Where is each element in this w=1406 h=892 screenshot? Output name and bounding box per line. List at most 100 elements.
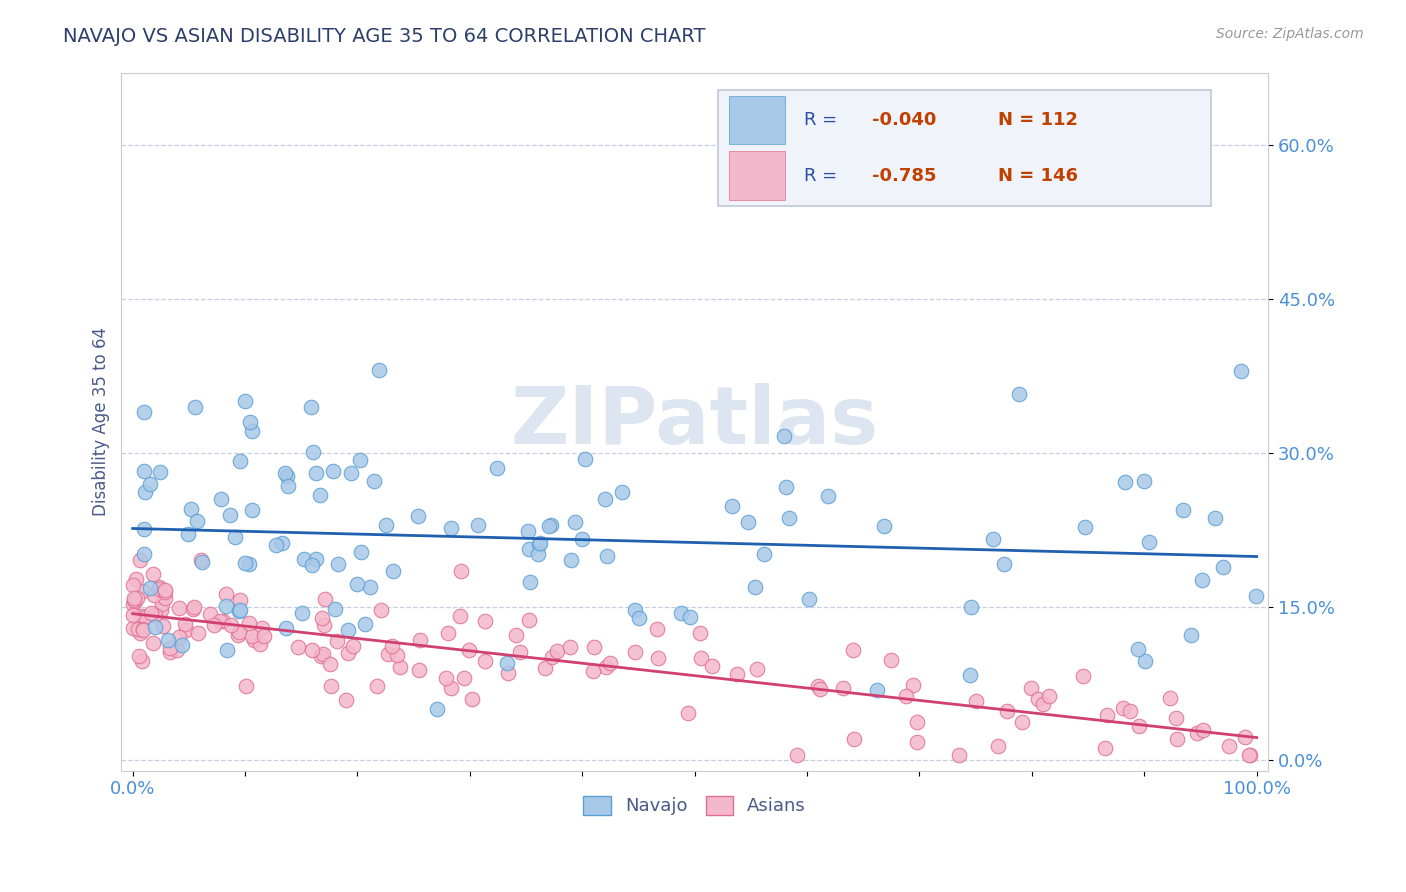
- Point: [689, 625, 711, 640]
- Point: [987, 739, 1010, 753]
- Point: [229, 454, 252, 468]
- Point: [299, 400, 322, 414]
- Point: [623, 603, 645, 617]
- Point: [624, 645, 647, 659]
- Point: [233, 394, 256, 409]
- Point: [128, 649, 150, 664]
- Point: [226, 628, 249, 642]
- Point: [312, 647, 335, 661]
- Point: [1139, 534, 1161, 549]
- Point: [529, 536, 551, 550]
- Point: [689, 651, 711, 665]
- Point: [218, 508, 240, 522]
- Point: [143, 607, 166, 622]
- Point: [305, 551, 328, 566]
- Point: [1019, 681, 1042, 696]
- Point: [366, 679, 388, 693]
- Y-axis label: Disability Age 35 to 64: Disability Age 35 to 64: [93, 327, 110, 516]
- Point: [519, 575, 541, 590]
- Point: [350, 545, 373, 559]
- Point: [808, 681, 831, 696]
- Point: [242, 424, 264, 438]
- Point: [778, 511, 800, 525]
- Point: [125, 591, 148, 606]
- Point: [319, 679, 342, 693]
- Point: [349, 453, 371, 467]
- Point: [215, 599, 238, 613]
- Point: [408, 663, 430, 677]
- Point: [903, 678, 925, 692]
- Point: [797, 592, 820, 607]
- Point: [122, 592, 145, 607]
- Point: [325, 634, 347, 648]
- Text: ZIPatlas: ZIPatlas: [510, 383, 879, 461]
- FancyBboxPatch shape: [730, 95, 785, 144]
- Point: [132, 547, 155, 561]
- Point: [346, 577, 368, 591]
- Point: [537, 518, 560, 533]
- Point: [773, 429, 796, 443]
- Point: [169, 601, 191, 615]
- Point: [880, 653, 903, 667]
- Point: [238, 615, 260, 630]
- Point: [150, 597, 173, 611]
- Point: [1218, 739, 1240, 753]
- Point: [1239, 748, 1261, 763]
- Point: [1164, 711, 1187, 725]
- Point: [274, 466, 297, 480]
- Point: [1119, 704, 1142, 718]
- Point: [1192, 723, 1215, 738]
- Point: [319, 657, 342, 671]
- Point: [983, 533, 1005, 547]
- Point: [1159, 690, 1181, 705]
- Point: [1212, 560, 1234, 574]
- Point: [679, 610, 702, 624]
- Point: [138, 582, 160, 596]
- Point: [215, 642, 238, 657]
- Point: [142, 588, 165, 602]
- Point: [571, 533, 593, 547]
- Point: [948, 748, 970, 763]
- Point: [505, 628, 527, 642]
- Point: [1230, 364, 1253, 378]
- Point: [122, 597, 145, 611]
- Point: [142, 636, 165, 650]
- Point: [309, 648, 332, 663]
- Point: [960, 599, 983, 614]
- Point: [1237, 748, 1260, 763]
- Point: [301, 445, 323, 459]
- Point: [238, 558, 260, 572]
- Point: [745, 662, 768, 676]
- Legend: Navajo, Asians: Navajo, Asians: [575, 787, 815, 824]
- Point: [676, 706, 699, 720]
- Point: [157, 633, 180, 648]
- Text: -0.785: -0.785: [872, 167, 936, 185]
- Point: [242, 633, 264, 648]
- Point: [122, 591, 145, 606]
- Point: [301, 558, 323, 573]
- Point: [1026, 692, 1049, 706]
- Point: [496, 656, 519, 670]
- Point: [754, 548, 776, 562]
- Point: [224, 530, 246, 544]
- Point: [276, 621, 298, 635]
- Point: [342, 640, 364, 654]
- Point: [1032, 697, 1054, 711]
- Point: [509, 645, 531, 659]
- Point: [725, 667, 748, 681]
- Point: [775, 480, 797, 494]
- Point: [190, 553, 212, 567]
- Point: [627, 611, 650, 625]
- Point: [831, 681, 853, 695]
- Point: [1128, 719, 1150, 733]
- Point: [426, 702, 449, 716]
- Point: [1126, 641, 1149, 656]
- Point: [229, 593, 252, 607]
- Point: [228, 625, 250, 640]
- Point: [817, 489, 839, 503]
- Point: [519, 613, 541, 627]
- Point: [1133, 655, 1156, 669]
- Point: [1094, 740, 1116, 755]
- Point: [385, 648, 408, 662]
- Point: [174, 616, 197, 631]
